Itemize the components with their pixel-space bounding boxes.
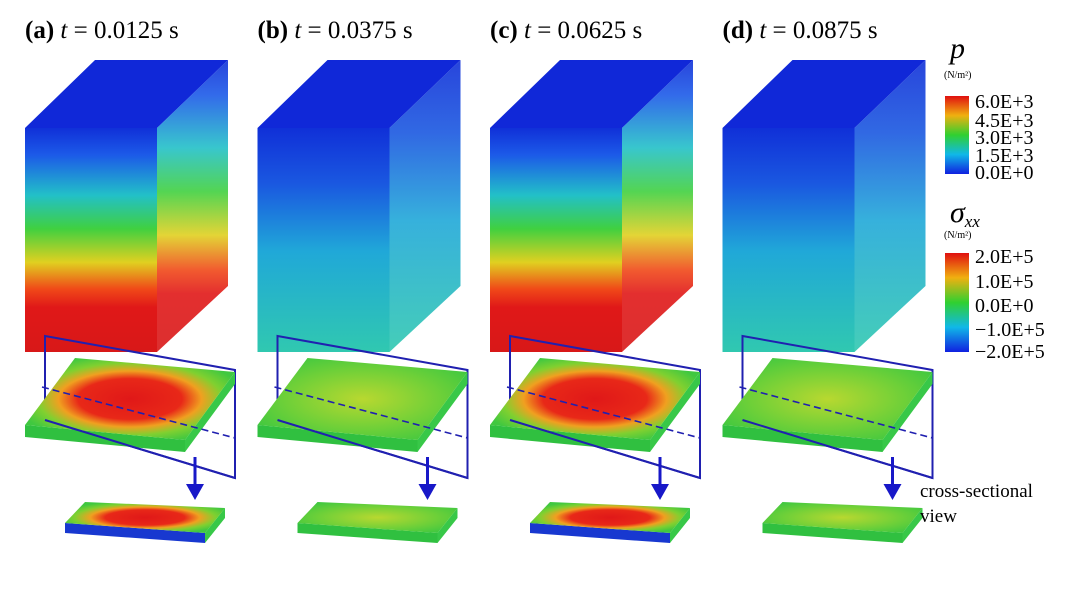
section-edge [509,419,701,479]
cube-top [25,60,228,128]
cube-side [157,60,228,352]
legend-symbol: σxx [950,196,980,231]
cut-side [205,508,225,543]
cube-top [490,60,693,128]
arrow-head [418,484,437,500]
slab-top [722,358,933,440]
time-variable: t [294,17,302,44]
panel: (a) t = 0.0125 s [25,17,236,543]
time-variable: t [60,17,68,44]
cut-front [65,523,205,543]
panel-title: (d) t = 0.0875 s [723,17,878,44]
cut-front [530,523,670,543]
cut-top [297,502,458,533]
arrow-head [186,484,204,500]
cube-top [722,60,926,128]
slab-side [185,372,235,452]
section-edge [277,419,468,479]
slab-side [417,372,468,452]
cube-side [389,60,461,352]
section-line [506,386,701,439]
section-line [274,386,468,439]
cut-top [762,502,923,533]
cube-side [622,60,693,352]
cut-top [65,502,225,533]
cube-front [722,128,855,352]
panel-label: (d) [723,17,754,44]
colorbar-tick-label: 4.5E+3 [975,110,1034,132]
panel: (b) t = 0.0375 s [257,17,469,543]
colorbar-tick-label: 1.5E+3 [975,145,1034,167]
colorbar-tick-label: 1.0E+5 [975,271,1034,293]
panel-label: (c) [490,17,518,44]
panel: (d) t = 0.0875 s [722,17,934,543]
cut-front [297,523,438,543]
colorbar-tick-label: 0.0E+0 [975,295,1034,317]
cube-front [25,128,157,352]
colorbar [945,253,969,352]
colorbar-tick-label: 6.0E+3 [975,91,1034,113]
section-edge [44,419,236,479]
colorbar-tick-label: −2.0E+5 [975,341,1045,363]
annotation: view [920,506,957,527]
legend-unit: (N/m²) [944,230,971,241]
time-variable: t [524,17,532,44]
annotation: cross-sectional [920,481,1033,502]
arrow-head [651,484,669,500]
panel: (c) t = 0.0625 s [490,17,701,543]
legend-symbol: p [948,32,965,65]
colorbar-tick-label: 2.0E+5 [975,246,1034,268]
cut-front [762,523,903,543]
time-variable: t [759,17,767,44]
slab-top [490,358,700,440]
section-edge [742,419,933,479]
slab-top [257,358,468,440]
panel-label: (a) [25,17,54,44]
time-value: = 0.0375 s [308,17,413,44]
colorbar-tick-label: 3.0E+3 [975,127,1034,149]
colorbar-tick-label: 0.0E+0 [975,162,1034,184]
cut-side [902,508,923,543]
section-line [739,386,933,439]
symbol: p [948,32,965,65]
cut-side [670,508,690,543]
symbol: σ [950,196,966,229]
cube-top [257,60,461,128]
cut-side [437,508,458,543]
cube-front [257,128,390,352]
colorbar [945,96,969,174]
colorbar-tick-label: −1.0E+5 [975,319,1045,341]
section-line [41,386,236,439]
cube-side [854,60,926,352]
slab-side [650,372,700,452]
legend-unit: (N/m²) [944,70,971,81]
panel-label: (b) [258,17,289,44]
time-value: = 0.0625 s [537,17,642,44]
panel-title: (b) t = 0.0375 s [258,17,413,44]
time-value: = 0.0875 s [773,17,878,44]
panel-title: (c) t = 0.0625 s [490,17,642,44]
panel-title: (a) t = 0.0125 s [25,17,179,44]
slab-top [25,358,235,440]
slab-side [882,372,933,452]
symbol-subscript: xx [964,212,981,231]
cube-front [490,128,622,352]
time-value: = 0.0125 s [74,17,179,44]
cut-top [530,502,690,533]
arrow-head [883,484,902,500]
